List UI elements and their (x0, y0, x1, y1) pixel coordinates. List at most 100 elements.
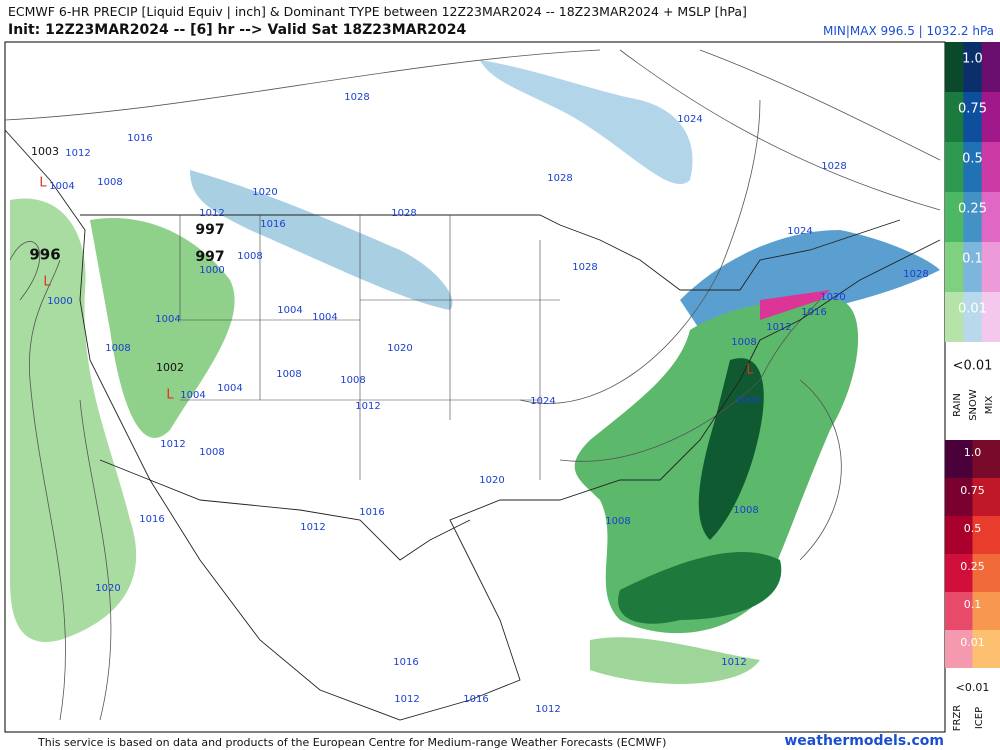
isobar-label: 1020 (479, 475, 504, 486)
precip-area (10, 198, 137, 642)
isobar (699, 49, 941, 161)
isobar-label: 1012 (160, 439, 185, 450)
legend-swatch (945, 92, 964, 142)
low-marker: L (166, 388, 174, 403)
legend-swatch (972, 630, 1000, 668)
legend-swatch (963, 92, 983, 142)
legend-type: FRZR (952, 705, 963, 732)
state-lines (179, 215, 560, 480)
isobar-label: 1008 (605, 516, 630, 527)
legend-level: 0.75 (958, 102, 987, 117)
isobar-label: 1012 (721, 657, 746, 668)
isobar-label: 1004 (180, 390, 205, 401)
mix-area (760, 290, 830, 320)
isobar-label: 1016 (801, 307, 826, 318)
isobar-label: 1008 (733, 505, 758, 516)
legend-swatch (945, 516, 973, 554)
legend-level: 0.5 (962, 152, 983, 167)
low-marker: L (39, 176, 47, 191)
legend-swatch (945, 142, 964, 192)
isobar-label: 1016 (393, 657, 418, 668)
isobar-label: 1024 (787, 226, 812, 237)
legend-swatch (945, 242, 964, 292)
isobar-label: 1028 (903, 269, 928, 280)
legend-level: 0.75 (960, 484, 985, 497)
isobar-label: 1020 (95, 583, 120, 594)
isobar-label: 1004 (217, 383, 242, 394)
isobar-label: 1028 (344, 92, 369, 103)
legend-type: SNOW (968, 389, 979, 421)
legend-level: 0.01 (960, 636, 985, 649)
legend-swatch (981, 292, 1000, 342)
isobar-label: 1008 (97, 177, 122, 188)
isobar-label: 1000 (47, 296, 72, 307)
footer-site[interactable]: weathermodels.com (784, 733, 944, 749)
borders (4, 129, 941, 721)
legend-level: 0.5 (964, 522, 982, 535)
legend-level: 0.01 (958, 302, 987, 317)
legend-swatch (945, 592, 973, 630)
isobar-label: 1020 (820, 292, 845, 303)
legend-level: 0.25 (960, 560, 985, 573)
legend-level: 0.1 (962, 252, 983, 267)
isobar (28, 259, 66, 721)
footer-credit: This service is based on data and produc… (38, 736, 667, 749)
isobar-label: 1028 (547, 173, 572, 184)
precip-area (590, 637, 760, 684)
isobar-label: 1008 (731, 337, 756, 348)
border (99, 459, 471, 561)
legend-swatch (972, 440, 1000, 478)
pressure-center: 997 (195, 249, 224, 265)
isobar-label: 1016 (359, 507, 384, 518)
legend-swatch (963, 42, 983, 92)
legend-type: MIX (984, 396, 995, 415)
isobar-label: 1012 (199, 208, 224, 219)
isobar-label: 1004 (312, 312, 337, 323)
isobar (9, 241, 41, 301)
legend-swatch (981, 192, 1000, 242)
isobar-label: 1028 (391, 208, 416, 219)
legend-swatch (981, 42, 1000, 92)
legend-swatch (945, 292, 964, 342)
pressure-center: 1003 (31, 145, 59, 158)
legend-swatch (972, 592, 1000, 630)
legend-swatch (972, 554, 1000, 592)
isobar-label: 1028 (821, 161, 846, 172)
isobar-label: 1012 (65, 148, 90, 159)
legend-level: 0.25 (958, 202, 987, 217)
precip-layer (10, 60, 940, 684)
legend-type: ICEP (974, 707, 985, 729)
min-max: MIN|MAX 996.5 | 1032.2 hPa (823, 24, 994, 38)
legend-level: 1.0 (962, 52, 983, 67)
legend-swatch (945, 440, 973, 478)
snow-area (190, 170, 453, 310)
isobar-label: 1012 (355, 401, 380, 412)
legend-swatch (972, 516, 1000, 554)
isobar-label: 1004 (277, 305, 302, 316)
isobar (559, 299, 821, 462)
isobar-label: 1024 (530, 396, 555, 407)
isobar-label: 1020 (387, 343, 412, 354)
map-title: ECMWF 6-HR PRECIP [Liquid Equiv | inch] … (8, 4, 747, 19)
pressure-center: 1002 (156, 361, 184, 374)
legend-swatch (945, 192, 964, 242)
isobar-label: 1012 (394, 694, 419, 705)
legend-min: <0.01 (956, 681, 990, 694)
snow-area (480, 60, 693, 184)
legend-swatch (963, 192, 983, 242)
isobar-label: 1008 (340, 375, 365, 386)
legend-swatch (972, 478, 1000, 516)
isobar (619, 49, 941, 211)
low-marker: L (746, 363, 754, 378)
isobar-label: 1016 (260, 219, 285, 230)
init-line: Init: 12Z23MAR2024 -- [6] hr --> Valid S… (8, 22, 467, 38)
isobar (519, 99, 761, 404)
isobar-label: 1000 (199, 265, 224, 276)
precip-area (90, 218, 235, 438)
legend-swatch (945, 554, 973, 592)
legend-swatch (963, 242, 983, 292)
isobar-label: 1008 (237, 251, 262, 262)
map-labels: 996 997 997 1002 1003 1028 1016 1012 1004 1008 102… (29, 92, 928, 715)
